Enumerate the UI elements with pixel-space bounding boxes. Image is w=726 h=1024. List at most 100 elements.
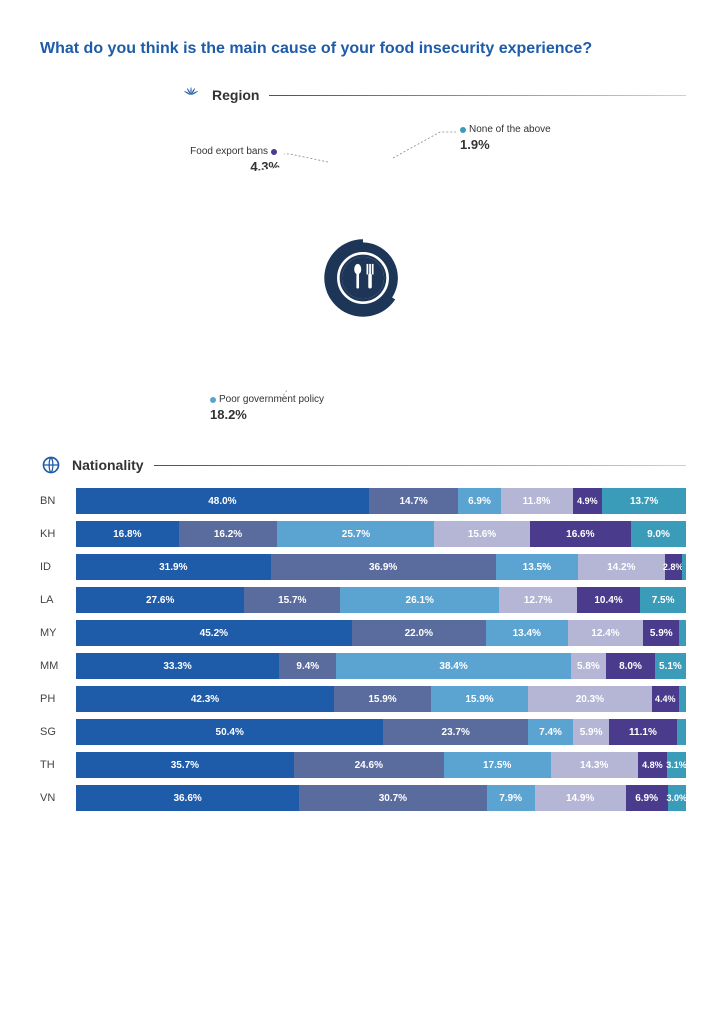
bar-segment: 12.7% bbox=[499, 587, 576, 613]
bar-segment: 5.9% bbox=[643, 620, 679, 646]
callout-none: None of the above 1.9% bbox=[460, 124, 551, 154]
country-code: ID bbox=[40, 561, 76, 573]
bar-segment bbox=[679, 620, 686, 646]
bar-segment: 27.6% bbox=[76, 587, 244, 613]
bar-segment: 8.0% bbox=[606, 653, 655, 679]
country-code: MM bbox=[40, 660, 76, 672]
bar-segment: 6.9% bbox=[458, 488, 500, 514]
country-code: TH bbox=[40, 759, 76, 771]
nationality-label: Nationality bbox=[72, 457, 144, 473]
asean-icon bbox=[180, 84, 202, 106]
bar-row: VN36.6%30.7%7.9%14.9%6.9%3.0% bbox=[40, 785, 686, 811]
bar-segment: 3.1% bbox=[667, 752, 686, 778]
region-label: Region bbox=[212, 87, 259, 103]
stacked-bar: 27.6%15.7%26.1%12.7%10.4%7.5% bbox=[76, 587, 686, 613]
donut-chart: None of the above 1.9% Rising food price… bbox=[40, 118, 686, 438]
stacked-bar: 45.2%22.0%13.4%12.4%5.9% bbox=[76, 620, 686, 646]
country-code: KH bbox=[40, 528, 76, 540]
bar-segment: 9.0% bbox=[631, 521, 686, 547]
bar-segment: 26.1% bbox=[340, 587, 499, 613]
bar-segment: 35.7% bbox=[76, 752, 294, 778]
bar-row: TH35.7%24.6%17.5%14.3%4.8%3.1% bbox=[40, 752, 686, 778]
stacked-bar: 48.0%14.7%6.9%11.8%4.9%13.7% bbox=[76, 488, 686, 514]
bar-segment: 33.3% bbox=[76, 653, 279, 679]
donut-center-icon bbox=[84, 162, 642, 394]
country-code: MY bbox=[40, 627, 76, 639]
bar-segment: 42.3% bbox=[76, 686, 334, 712]
divider bbox=[154, 465, 686, 466]
bar-segment: 4.8% bbox=[638, 752, 667, 778]
stacked-bar: 33.3%9.4%38.4%5.8%8.0%5.1% bbox=[76, 653, 686, 679]
page-title: What do you think is the main cause of y… bbox=[40, 40, 686, 58]
divider bbox=[269, 95, 686, 96]
bar-row: MY45.2%22.0%13.4%12.4%5.9% bbox=[40, 620, 686, 646]
bar-segment: 6.9% bbox=[626, 785, 668, 811]
country-code: LA bbox=[40, 594, 76, 606]
bar-segment bbox=[679, 686, 686, 712]
stacked-bar: 35.7%24.6%17.5%14.3%4.8%3.1% bbox=[76, 752, 686, 778]
bar-segment: 17.5% bbox=[444, 752, 551, 778]
bar-segment: 10.4% bbox=[577, 587, 640, 613]
bar-segment: 38.4% bbox=[336, 653, 570, 679]
bar-segment: 3.0% bbox=[668, 785, 686, 811]
country-code: SG bbox=[40, 726, 76, 738]
bar-segment: 5.9% bbox=[573, 719, 609, 745]
bar-row: LA27.6%15.7%26.1%12.7%10.4%7.5% bbox=[40, 587, 686, 613]
bar-segment: 13.5% bbox=[496, 554, 578, 580]
stacked-bar: 50.4%23.7%7.4%5.9%11.1% bbox=[76, 719, 686, 745]
bar-segment: 50.4% bbox=[76, 719, 383, 745]
bar-segment: 16.6% bbox=[530, 521, 631, 547]
bar-segment: 13.4% bbox=[486, 620, 568, 646]
bar-segment: 22.0% bbox=[352, 620, 486, 646]
bar-row: ID31.9%36.9%13.5%14.2%2.8% bbox=[40, 554, 686, 580]
bar-segment bbox=[682, 554, 686, 580]
bar-segment: 15.9% bbox=[334, 686, 431, 712]
bar-segment: 4.4% bbox=[652, 686, 679, 712]
bar-segment: 16.8% bbox=[76, 521, 179, 547]
bar-segment: 20.3% bbox=[528, 686, 652, 712]
bar-segment: 15.9% bbox=[431, 686, 528, 712]
bar-segment: 11.8% bbox=[501, 488, 573, 514]
country-code: VN bbox=[40, 792, 76, 804]
bar-segment: 13.7% bbox=[602, 488, 686, 514]
bar-segment: 4.9% bbox=[573, 488, 603, 514]
bar-segment: 7.5% bbox=[640, 587, 686, 613]
country-code: BN bbox=[40, 495, 76, 507]
callout-poor-policy: Poor government policy 18.2% bbox=[210, 394, 324, 424]
bar-row: BN48.0%14.7%6.9%11.8%4.9%13.7% bbox=[40, 488, 686, 514]
bar-segment: 7.4% bbox=[528, 719, 573, 745]
bar-segment: 14.2% bbox=[578, 554, 665, 580]
bar-segment: 15.7% bbox=[244, 587, 340, 613]
bar-segment: 30.7% bbox=[299, 785, 486, 811]
bar-segment: 11.1% bbox=[609, 719, 677, 745]
bar-segment: 45.2% bbox=[76, 620, 352, 646]
stacked-bars: BN48.0%14.7%6.9%11.8%4.9%13.7%KH16.8%16.… bbox=[40, 488, 686, 811]
bar-segment: 14.3% bbox=[551, 752, 638, 778]
bar-segment: 16.2% bbox=[179, 521, 278, 547]
bar-segment: 36.6% bbox=[76, 785, 299, 811]
bar-segment: 7.9% bbox=[487, 785, 535, 811]
globe-icon bbox=[40, 454, 62, 476]
bar-segment: 12.4% bbox=[568, 620, 644, 646]
bar-segment: 36.9% bbox=[271, 554, 496, 580]
bar-segment: 14.7% bbox=[369, 488, 459, 514]
bar-segment: 48.0% bbox=[76, 488, 369, 514]
country-code: PH bbox=[40, 693, 76, 705]
stacked-bar: 42.3%15.9%15.9%20.3%4.4% bbox=[76, 686, 686, 712]
bar-row: MM33.3%9.4%38.4%5.8%8.0%5.1% bbox=[40, 653, 686, 679]
bar-segment: 31.9% bbox=[76, 554, 271, 580]
stacked-bar: 16.8%16.2%25.7%15.6%16.6%9.0% bbox=[76, 521, 686, 547]
nationality-header: Nationality bbox=[40, 454, 686, 476]
bar-row: PH42.3%15.9%15.9%20.3%4.4% bbox=[40, 686, 686, 712]
stacked-bar: 31.9%36.9%13.5%14.2%2.8% bbox=[76, 554, 686, 580]
region-header: Region bbox=[180, 84, 686, 106]
bar-segment: 9.4% bbox=[279, 653, 336, 679]
bar-segment: 2.8% bbox=[665, 554, 682, 580]
bar-segment: 14.9% bbox=[535, 785, 626, 811]
bar-row: SG50.4%23.7%7.4%5.9%11.1% bbox=[40, 719, 686, 745]
bar-segment: 23.7% bbox=[383, 719, 528, 745]
bar-segment: 15.6% bbox=[434, 521, 529, 547]
bar-segment: 5.1% bbox=[655, 653, 686, 679]
bar-segment: 25.7% bbox=[277, 521, 434, 547]
bar-segment: 24.6% bbox=[294, 752, 444, 778]
